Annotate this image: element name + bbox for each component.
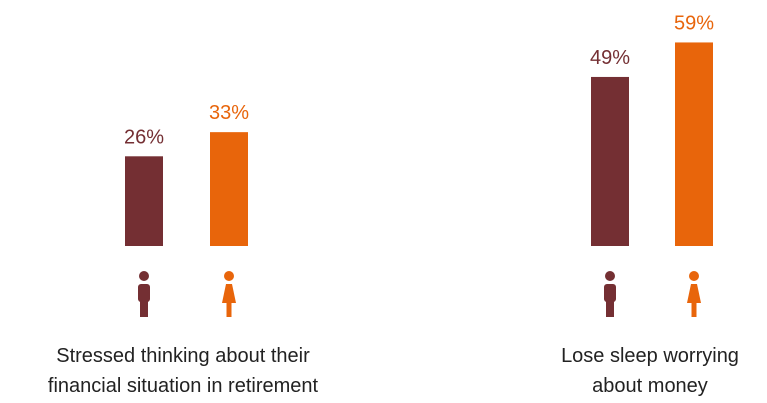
caption-group-1: Stressed thinking about their financial … — [0, 341, 373, 401]
caption-line: about money — [592, 375, 708, 397]
caption-line: Lose sleep worrying — [561, 345, 739, 367]
woman-icon — [687, 271, 701, 317]
woman-icon — [222, 271, 236, 317]
bar-men — [591, 76, 629, 246]
bar-women — [675, 42, 713, 247]
bar-women — [210, 132, 248, 246]
value-label: 33% — [209, 102, 249, 124]
value-label: 49% — [590, 47, 630, 69]
value-label: 59% — [674, 12, 714, 34]
man-icon — [604, 271, 616, 317]
value-label: 26% — [124, 126, 164, 148]
caption-line: financial situation in retirement — [47, 375, 319, 397]
caption-group-2: Lose sleep worrying about money — [460, 341, 767, 401]
bar-men — [125, 156, 163, 246]
caption-line: Stressed thinking about their — [56, 345, 310, 367]
man-icon — [138, 271, 150, 317]
